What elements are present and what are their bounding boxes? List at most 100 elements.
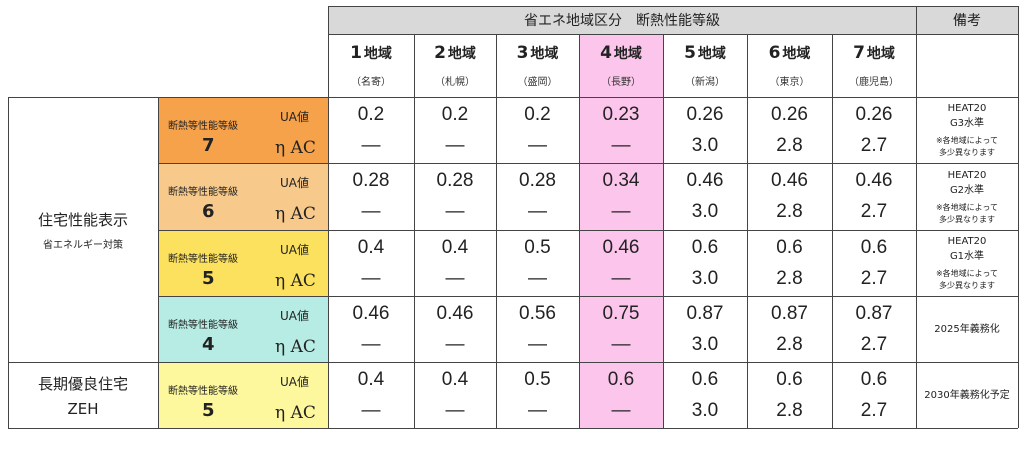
ua-value-cell: 0.87 <box>663 298 747 329</box>
grid-line-v <box>662 34 664 428</box>
eta-ac-label: η AC <box>275 337 316 357</box>
ua-value-cell: 0.6 <box>663 364 747 395</box>
eta-value-cell: — <box>328 130 414 161</box>
ua-value-cell: 0.6 <box>747 232 832 263</box>
eta-value-cell: — <box>414 197 496 229</box>
eta-value: — <box>361 399 381 421</box>
remarks-main: HEAT20 G1水準 <box>948 234 987 264</box>
eta-value-cell: — <box>328 395 414 426</box>
eta-value: 2.8 <box>776 399 803 421</box>
ua-value: 0.4 <box>357 368 385 390</box>
eta-value: 2.7 <box>860 399 888 421</box>
eta-value: — <box>528 134 547 156</box>
ua-value: 0.34 <box>602 169 640 191</box>
ua-value: 0.2 <box>524 103 551 125</box>
region-number: 6 <box>768 43 781 63</box>
ua-value: 0.6 <box>691 368 719 390</box>
ua-value-cell: 0.5 <box>496 232 579 263</box>
grid-line-v <box>746 34 748 428</box>
ua-value-cell: 0.4 <box>414 232 496 263</box>
grade-label: 断熱等性能等級 <box>168 254 238 265</box>
remarks-footnote-line: 多少異なります <box>939 214 995 224</box>
remarks-line: HEAT20 <box>947 169 987 181</box>
grid-line-h <box>158 162 1018 164</box>
ua-value: 0.46 <box>352 302 390 324</box>
category-housing-performance: 住宅性能表示省エネルギー対策 <box>8 97 158 362</box>
region-label: 1 地域 <box>350 43 392 63</box>
region-unit: 地域 <box>447 46 476 62</box>
eta-value: — <box>611 134 631 156</box>
region-number: 5 <box>684 43 696 63</box>
ua-value: 0.4 <box>441 368 469 390</box>
ua-value-cell: 0.6 <box>663 232 747 263</box>
eta-value-cell: — <box>328 329 414 360</box>
ua-value-cell: 0.56 <box>496 298 579 329</box>
category-long-term-zeh: 長期優良住宅 ZEH <box>8 362 158 428</box>
grade-cell-6: 断熱等性能等級 6 UA値 η AC <box>158 163 328 230</box>
eta-value: 2.8 <box>776 333 803 355</box>
ua-value: 0.26 <box>855 103 893 125</box>
category-main-label: 住宅性能表示 <box>37 210 128 229</box>
eta-value: — <box>611 333 631 355</box>
grade-number: 5 <box>202 400 215 421</box>
remarks-main: 2025年義務化 <box>934 322 999 337</box>
eta-value: 2.8 <box>776 267 803 289</box>
region-header-7: 7 地域 （鹿児島） <box>832 34 916 97</box>
region-unit: 地域 <box>697 46 726 62</box>
ua-value-cell: 0.4 <box>414 364 496 395</box>
eta-value: — <box>445 201 465 223</box>
ua-value: 0.46 <box>855 169 893 191</box>
ua-value: 0.23 <box>602 103 640 125</box>
category-sub-label: ZEH <box>67 399 99 418</box>
eta-ac-label: η AC <box>275 403 316 423</box>
ua-value-label: UA値 <box>280 176 309 190</box>
region-header-4: 4 地域 （長野） <box>579 34 663 97</box>
ua-value-cell: 0.87 <box>747 298 832 329</box>
ua-value-label: UA値 <box>280 309 309 323</box>
eta-value: 2.7 <box>860 333 888 355</box>
ua-value-cell: 0.2 <box>496 99 579 130</box>
eta-value-cell: — <box>579 395 663 426</box>
eta-value: 3.0 <box>691 267 719 289</box>
eta-value: 2.7 <box>860 201 888 223</box>
ua-value-cell: 0.26 <box>832 99 916 130</box>
eta-value-cell: — <box>579 130 663 161</box>
eta-value-cell: 2.7 <box>832 130 916 161</box>
remarks-line: G3水準 <box>949 118 985 129</box>
ua-value: 0.87 <box>771 302 808 324</box>
eta-value: — <box>445 267 465 289</box>
eta-value-cell: 2.8 <box>747 395 832 426</box>
grid-line-h <box>158 295 1018 297</box>
eta-ac-label: η AC <box>275 204 316 224</box>
region-header-6: 6 地域 （東京） <box>747 34 832 97</box>
remarks-cell: HEAT20 G3水準 ※各地域によって 多少異なります <box>916 97 1018 163</box>
eta-value: — <box>445 333 465 355</box>
grade-cell-7: 断熱等性能等級 7 UA値 η AC <box>158 97 328 163</box>
region-label: 5 地域 <box>684 43 726 63</box>
ua-value-cell: 0.46 <box>747 165 832 197</box>
grade-cell-4: 断熱等性能等級 4 UA値 η AC <box>158 296 328 362</box>
remarks-footnote: ※各地域によって 多少異なります <box>936 135 998 159</box>
ua-value-cell: 0.46 <box>579 232 663 263</box>
eta-value: 3.0 <box>691 134 719 156</box>
grid-line-v <box>831 34 833 428</box>
eta-value-cell: 2.7 <box>832 197 916 229</box>
region-header-2: 2 地域 （札幌） <box>414 34 496 97</box>
eta-value: — <box>528 201 547 223</box>
category-sub-label: 省エネルギー対策 <box>43 239 123 251</box>
eta-value-cell: — <box>328 197 414 229</box>
grade-label: 断熱等性能等級 <box>168 121 238 132</box>
grid-line-v <box>578 34 580 428</box>
region-label: 7 地域 <box>853 43 895 63</box>
region-label: 2 地域 <box>434 43 476 63</box>
ua-value-cell: 0.87 <box>832 298 916 329</box>
ua-value: 0.6 <box>776 368 803 390</box>
ua-value-cell: 0.6 <box>832 364 916 395</box>
ua-value-cell: 0.34 <box>579 165 663 197</box>
ua-value-cell: 0.6 <box>579 364 663 395</box>
remarks-line: 2030年義務化予定 <box>924 389 1010 401</box>
remarks-footnote: ※各地域によって 多少異なります <box>936 268 998 292</box>
ua-value: 0.75 <box>602 302 640 324</box>
region-unit: 地域 <box>613 46 642 62</box>
zone-header-title: 省エネ地域区分 断熱性能等級 <box>524 13 720 29</box>
